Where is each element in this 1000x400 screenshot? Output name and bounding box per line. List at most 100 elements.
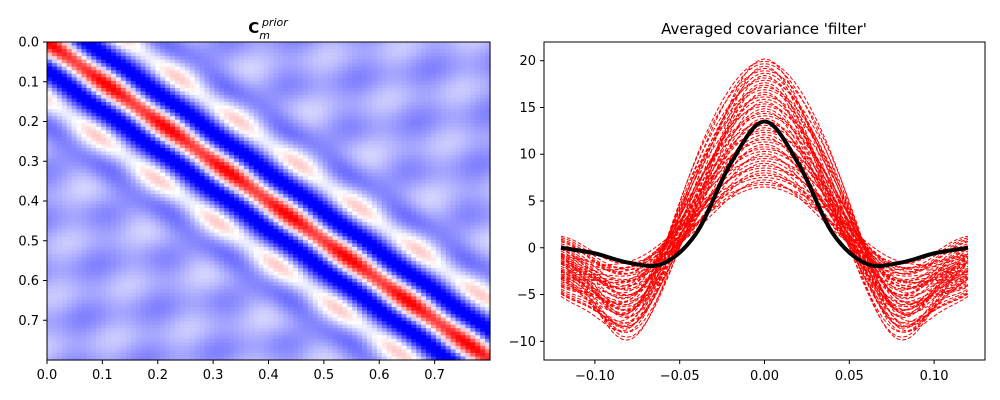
heatmap-cell xyxy=(155,123,161,128)
heatmap-cell xyxy=(450,222,457,227)
heatmap-cell xyxy=(135,186,142,191)
heatmap-cell xyxy=(475,229,481,234)
heatmap-cell xyxy=(352,66,358,71)
heatmap-cell xyxy=(480,123,486,128)
heatmap-cell xyxy=(140,186,147,191)
heatmap-cell xyxy=(312,211,319,216)
heatmap-cell xyxy=(475,70,481,75)
heatmap-cell xyxy=(248,98,255,103)
heatmap-cell xyxy=(293,112,299,117)
heatmap-cell xyxy=(150,59,156,64)
heatmap-cell xyxy=(219,116,225,121)
heatmap-cell xyxy=(194,77,201,82)
heatmap-cell xyxy=(391,208,398,213)
heatmap-cell xyxy=(61,151,68,156)
heatmap-cell xyxy=(283,218,289,223)
heatmap-cell xyxy=(56,176,63,181)
heatmap-cell xyxy=(386,126,393,131)
heatmap-cell xyxy=(288,155,294,160)
heatmap-cell xyxy=(248,133,255,138)
heatmap-cell xyxy=(179,95,186,100)
heatmap-cell xyxy=(130,77,137,82)
heatmap-cell xyxy=(455,229,462,234)
heatmap-cell xyxy=(125,218,132,223)
heatmap-cell xyxy=(475,59,481,64)
heatmap-cell xyxy=(278,229,284,234)
heatmap-cell xyxy=(386,179,393,184)
heatmap-cell xyxy=(460,165,466,170)
heatmap-cell xyxy=(386,144,393,149)
heatmap-cell xyxy=(204,63,211,68)
heatmap-cell xyxy=(184,119,191,124)
heatmap-cell xyxy=(76,84,83,89)
heatmap-cell xyxy=(450,133,457,138)
heatmap-cell xyxy=(460,211,466,216)
heatmap-cell xyxy=(293,144,299,149)
heatmap-cell xyxy=(362,105,368,110)
heatmap-cell xyxy=(219,66,225,71)
heatmap-cell xyxy=(238,52,245,57)
heatmap-cell xyxy=(366,80,373,85)
heatmap-cell xyxy=(184,130,191,135)
heatmap-cell xyxy=(337,95,343,100)
heatmap-cell xyxy=(406,193,412,199)
heatmap-cell xyxy=(347,148,353,153)
heatmap-cell xyxy=(170,218,176,223)
heatmap-cell xyxy=(125,66,132,71)
heatmap-cell xyxy=(106,105,112,110)
heatmap-cell xyxy=(179,98,186,103)
heatmap-cell xyxy=(445,80,452,85)
heatmap-cell xyxy=(238,56,245,61)
heatmap-cell xyxy=(381,112,388,117)
heatmap-cell xyxy=(179,179,186,184)
heatmap-cell xyxy=(224,204,230,209)
heatmap-cell xyxy=(47,56,53,61)
heatmap-cell xyxy=(86,218,92,223)
heatmap-cell xyxy=(322,222,329,227)
heatmap-cell xyxy=(342,119,348,124)
heatmap-cell xyxy=(243,133,250,138)
heatmap-cell xyxy=(435,123,442,128)
heatmap-cell xyxy=(229,197,235,202)
heatmap-cell xyxy=(76,215,83,220)
heatmap-cell xyxy=(283,112,289,117)
heatmap-cell xyxy=(411,218,417,223)
heatmap-cell xyxy=(475,137,481,142)
heatmap-cell xyxy=(76,116,83,121)
heatmap-cell xyxy=(238,158,245,163)
heatmap-cell xyxy=(460,232,466,237)
heatmap-cell xyxy=(406,80,412,85)
heatmap-cell xyxy=(145,95,151,100)
heatmap-cell xyxy=(381,225,388,230)
heatmap-cell xyxy=(76,63,83,68)
heatmap-cell xyxy=(416,73,422,78)
heatmap-cell xyxy=(396,73,402,78)
heatmap-cell xyxy=(47,80,53,85)
heatmap-cell xyxy=(130,91,137,96)
heatmap-cell xyxy=(307,179,314,184)
heatmap-cell xyxy=(165,95,171,100)
heatmap-cell xyxy=(307,229,314,234)
heatmap-cell xyxy=(396,56,402,61)
heatmap-cell xyxy=(56,91,63,96)
heatmap-cell xyxy=(66,42,73,47)
heatmap-cell xyxy=(106,208,112,213)
heatmap-cell xyxy=(406,190,412,195)
heatmap-cell xyxy=(253,52,260,57)
heatmap-cell xyxy=(224,123,230,128)
heatmap-cell xyxy=(120,140,127,146)
heatmap-cell xyxy=(238,179,245,184)
heatmap-cell xyxy=(110,204,117,209)
heatmap-cell xyxy=(145,73,151,78)
heatmap-cell xyxy=(81,148,87,153)
heatmap-cell xyxy=(371,98,378,103)
heatmap-cell xyxy=(224,56,230,61)
heatmap-cell xyxy=(293,193,299,199)
heatmap-cell xyxy=(455,49,462,54)
heatmap-cell xyxy=(135,193,142,199)
heatmap-cell xyxy=(288,77,294,82)
heatmap-cell xyxy=(135,56,142,61)
heatmap-cell xyxy=(91,218,97,223)
heatmap-cell xyxy=(120,126,127,131)
heatmap-cell xyxy=(347,66,353,71)
